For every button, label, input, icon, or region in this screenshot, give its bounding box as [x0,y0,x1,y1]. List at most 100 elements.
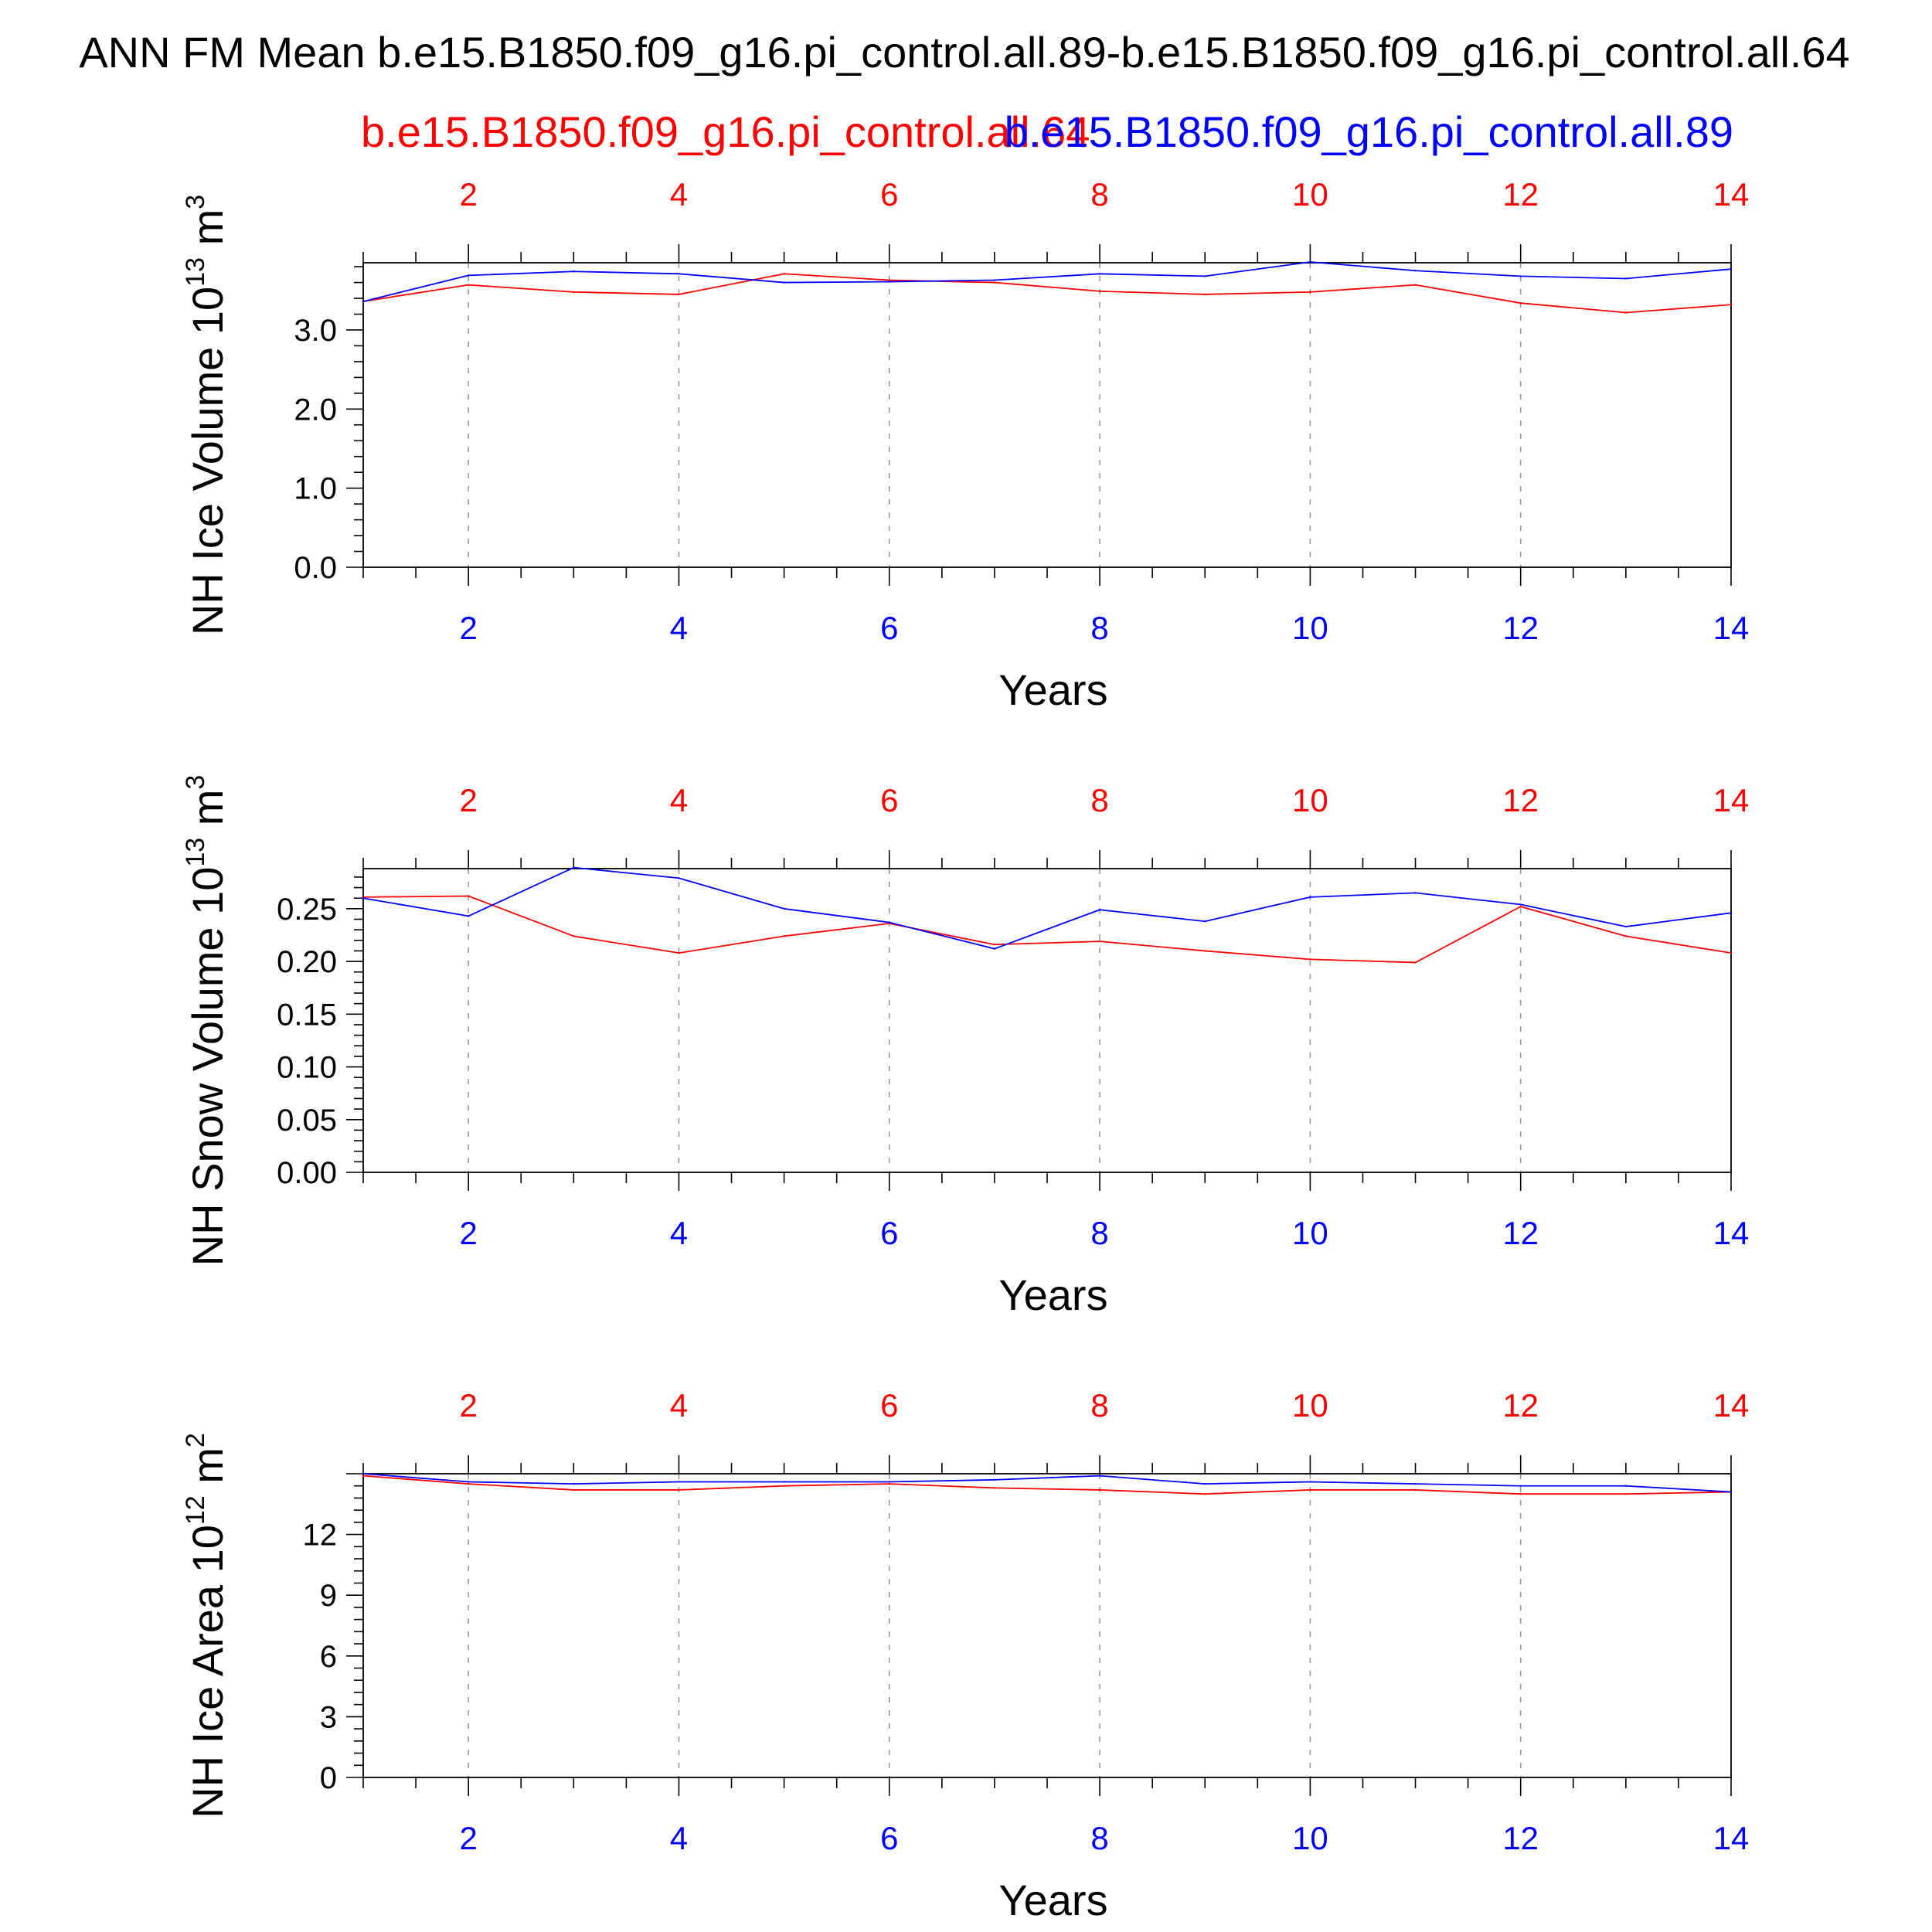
x-tick-label-top: 6 [880,782,898,818]
y-tick-label: 2.0 [294,393,337,427]
x-tick-label-bottom: 6 [880,610,898,646]
y-tick-label: 0.0 [294,551,337,585]
data-point-case2 [993,947,996,950]
data-point-case2 [1519,1485,1522,1487]
data-point-case2 [1309,260,1311,264]
data-point-case1 [993,1487,996,1489]
y-axis-title-part: 13 [181,838,210,867]
x-tick-label-bottom: 14 [1713,1820,1750,1856]
data-point-case1 [888,279,890,281]
x-tick-label-top: 14 [1713,1387,1750,1423]
data-point-case2 [362,1472,365,1475]
x-tick-label-bottom: 8 [1090,610,1108,646]
data-point-case2 [362,300,365,303]
x-axis-title: Years [998,1876,1107,1924]
x-tick-label-bottom: 4 [670,610,688,646]
x-tick-label-top: 8 [1090,176,1108,213]
data-point-case2 [1309,896,1311,899]
data-point-case1 [678,951,680,954]
panels: 0.0 1.0 2.0 3.0 2 2 4 4 6 6 8 8 10 10 12 12 14 14 Years NH … [181,176,1749,1924]
y-axis-title: NH Ice Area 1012 m2 [181,1433,232,1818]
y-axis-title-part: 13 [181,257,210,287]
data-point-case1 [1624,935,1628,937]
data-point-case2 [1414,892,1417,894]
x-tick-label-top: 12 [1502,176,1539,213]
data-point-case1 [993,944,996,946]
data-point-case2 [678,273,680,275]
data-point-case1 [1414,1488,1417,1492]
data-point-case2 [1730,267,1733,270]
y-axis-title: NH Ice Volume 1013 m3 [181,195,232,635]
data-point-case2 [993,1478,996,1481]
x-tick-label-bottom: 6 [880,1215,898,1251]
data-point-case1 [1204,950,1206,952]
series-line-case2 [362,261,1732,303]
y-axis-title-part: 2 [181,1433,210,1447]
data-point-case1 [467,1482,470,1485]
data-point-case2 [678,1481,680,1483]
y-tick-label: 0.10 [277,1051,337,1085]
data-point-case1 [783,1485,785,1487]
x-axis-title: Years [998,665,1107,714]
data-point-case2 [1204,275,1206,277]
x-tick-label-bottom: 12 [1502,610,1539,646]
data-point-case2 [888,1481,890,1483]
data-point-case2 [1624,277,1628,280]
y-axis-title-part: 3 [181,775,210,790]
data-point-case1 [783,935,785,937]
y-axis-title-part: NH Ice Area 10 [183,1525,232,1818]
data-point-case1 [573,1488,575,1492]
data-point-case1 [783,273,785,275]
x-tick-label-bottom: 14 [1713,610,1750,646]
y-tick-label: 1.0 [294,472,337,506]
x-axis-title: Years [998,1270,1107,1319]
y-axis-title-part: m [183,209,232,257]
x-tick-label-bottom: 2 [459,610,477,646]
x-tick-label-bottom: 12 [1502,1820,1539,1856]
data-point-case2 [1098,273,1101,275]
x-tick-label-bottom: 10 [1292,1215,1328,1251]
x-tick-label-bottom: 2 [459,1215,477,1251]
y-axis-title-part: NH Snow Volume 10 [183,867,232,1267]
data-point-case1 [1204,293,1206,296]
data-point-case1 [1309,958,1311,961]
data-point-case2 [1624,925,1628,928]
data-point-case1 [362,1475,365,1477]
data-point-case1 [1414,284,1417,286]
plot-frame [362,868,1732,1173]
y-axis-title-part: 12 [181,1495,210,1525]
x-tick-label-bottom: 2 [459,1820,477,1856]
data-point-case2 [1414,270,1417,272]
x-tick-label-bottom: 14 [1713,1215,1750,1251]
x-tick-label-top: 12 [1502,1387,1539,1423]
data-point-case1 [678,293,680,296]
data-point-case1 [888,1482,890,1485]
series-line-case2 [362,1473,1732,1493]
data-point-case1 [467,284,470,286]
x-tick-label-bottom: 8 [1090,1215,1108,1251]
data-point-case1 [1098,290,1101,293]
x-tick-label-top: 14 [1713,176,1750,213]
x-tick-label-top: 8 [1090,1387,1108,1423]
x-tick-label-top: 10 [1292,1387,1328,1423]
x-tick-label-bottom: 10 [1292,610,1328,646]
x-tick-label-top: 12 [1502,782,1539,818]
data-point-case1 [573,291,575,294]
data-point-case2 [783,907,785,910]
y-tick-label: 9 [320,1579,337,1613]
x-tick-label-bottom: 10 [1292,1820,1328,1856]
x-tick-label-top: 10 [1292,782,1328,818]
x-tick-label-top: 4 [670,176,688,213]
data-point-case2 [1098,1475,1101,1477]
x-tick-label-bottom: 4 [670,1820,688,1856]
data-point-case2 [783,281,785,284]
data-point-case2 [678,877,680,879]
plot-frame [362,262,1732,568]
data-point-case2 [1519,275,1522,277]
x-tick-label-top: 6 [880,1387,898,1423]
panel-2: 0.00 0.05 0.10 0.15 0.20 0.25 2 2 4 4 6 6 8 8 10 10 12 12… [181,775,1749,1319]
series-line-case1 [362,273,1732,314]
x-tick-label-bottom: 12 [1502,1215,1539,1251]
data-point-case2 [1519,903,1522,906]
